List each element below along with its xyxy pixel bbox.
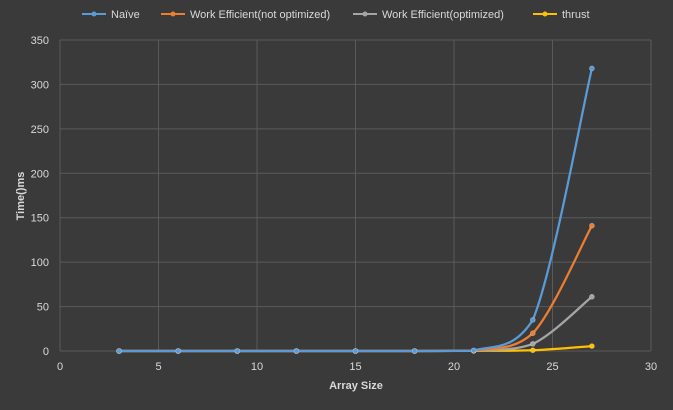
x-tick-label: 20 — [448, 361, 460, 373]
y-axis-title: Time()ms — [15, 172, 27, 221]
data-point — [589, 222, 595, 229]
gridlines — [59, 39, 652, 352]
data-point — [470, 347, 477, 354]
y-tick-label: 50 — [37, 302, 49, 314]
legend-item-work-efficient-optimized: Work Efficient(optimized) — [353, 9, 504, 21]
legend-item-work-efficient-not-optimized: Work Efficient(not optimized) — [161, 9, 330, 21]
data-point — [589, 293, 595, 300]
series-line-na-ve — [117, 67, 594, 353]
y-axis-ticks: 0 50 100 150 200 250 300 350 — [31, 35, 49, 358]
data-point — [293, 348, 300, 354]
x-tick-label: 5 — [155, 361, 161, 373]
legend-label: Work Efficient(optimized) — [382, 9, 504, 21]
legend-label: thrust — [562, 9, 590, 21]
legend-item-na-ve: Naïve — [82, 9, 140, 21]
legend-swatch-marker — [91, 11, 97, 17]
data-point — [175, 348, 181, 354]
data-point — [589, 65, 595, 72]
data-point — [411, 348, 418, 354]
y-tick-label: 200 — [31, 168, 49, 180]
data-point — [529, 341, 536, 347]
y-tick-label: 100 — [31, 257, 49, 269]
x-axis-title: Array Size — [329, 380, 383, 392]
data-point — [234, 348, 241, 354]
x-tick-label: 30 — [645, 361, 657, 373]
data-point — [529, 347, 536, 354]
y-tick-label: 250 — [31, 124, 49, 136]
legend-swatch-marker — [170, 11, 176, 17]
y-tick-label: 300 — [31, 79, 49, 91]
y-tick-label: 350 — [31, 35, 49, 47]
y-tick-label: 150 — [31, 213, 49, 225]
legend-item-thrust: thrust — [533, 9, 590, 21]
legend: Naïve Work Efficient(not optimized) Work E… — [82, 9, 590, 21]
legend-swatch-marker — [542, 11, 548, 17]
data-point — [529, 317, 536, 323]
x-tick-label: 0 — [57, 361, 63, 373]
data-point — [116, 348, 122, 354]
legend-swatch-marker — [362, 11, 368, 17]
x-tick-label: 25 — [546, 361, 558, 373]
data-point — [352, 348, 359, 354]
x-axis-ticks: 0 5 10 15 20 25 30 — [57, 361, 657, 373]
x-tick-label: 10 — [251, 361, 263, 373]
data-point — [529, 330, 536, 337]
y-tick-label: 0 — [43, 346, 49, 358]
series-group — [116, 65, 595, 354]
data-point — [589, 343, 595, 349]
legend-label: Naïve — [111, 9, 140, 21]
legend-label: Work Efficient(not optimized) — [190, 9, 330, 21]
series-na-ve — [116, 65, 595, 354]
x-tick-label: 15 — [349, 361, 361, 373]
